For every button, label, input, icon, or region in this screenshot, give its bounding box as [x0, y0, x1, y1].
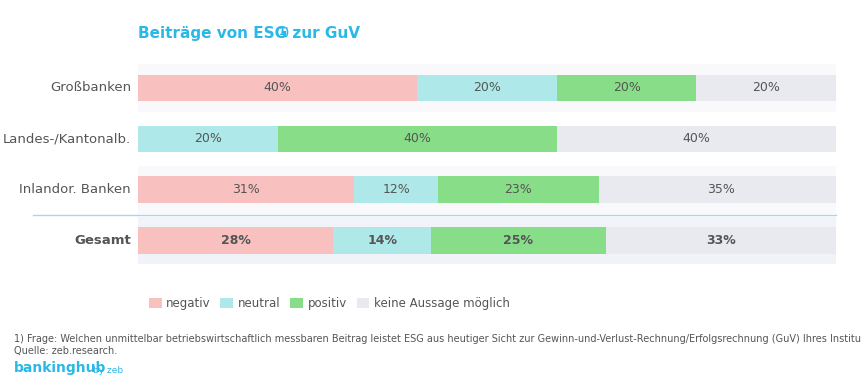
Text: 28%: 28% — [220, 234, 251, 247]
Bar — [138, 115, 835, 163]
Text: 40%: 40% — [403, 132, 430, 145]
Bar — [417, 75, 556, 101]
Bar — [556, 75, 696, 101]
Text: 23%: 23% — [504, 183, 532, 196]
Text: 1) Frage: Welchen unmittelbar betriebswirtschaftlich messbaren Beitrag leistet E: 1) Frage: Welchen unmittelbar betriebswi… — [14, 334, 861, 356]
Text: by zeb: by zeb — [93, 366, 123, 375]
Text: Gesamt: Gesamt — [74, 234, 131, 247]
Text: Landes-/Kantonalb.: Landes-/Kantonalb. — [3, 132, 131, 145]
Text: 1): 1) — [278, 27, 289, 37]
Legend: negativ, neutral, positiv, keine Aussage möglich: negativ, neutral, positiv, keine Aussage… — [144, 292, 514, 314]
Text: 20%: 20% — [473, 81, 500, 95]
Bar — [138, 217, 835, 264]
Bar — [138, 64, 835, 112]
Bar — [138, 227, 333, 254]
Bar — [437, 176, 598, 203]
Text: 33%: 33% — [705, 234, 735, 247]
Bar — [696, 75, 835, 101]
Text: 20%: 20% — [752, 81, 779, 95]
Bar — [333, 227, 430, 254]
Text: bankinghub: bankinghub — [14, 361, 106, 375]
Bar — [605, 227, 835, 254]
Text: 20%: 20% — [194, 132, 221, 145]
Bar — [138, 126, 277, 152]
Bar — [598, 176, 842, 203]
Text: Beiträge von ESG zur GuV: Beiträge von ESG zur GuV — [138, 26, 360, 41]
Text: 25%: 25% — [503, 234, 533, 247]
Bar — [138, 176, 354, 203]
Text: Großbanken: Großbanken — [50, 81, 131, 95]
Bar — [430, 227, 605, 254]
Bar — [277, 126, 556, 152]
Text: 31%: 31% — [232, 183, 260, 196]
Text: Inlandor. Banken: Inlandor. Banken — [19, 183, 131, 196]
Bar — [138, 166, 835, 213]
Text: 20%: 20% — [612, 81, 640, 95]
Bar — [138, 75, 417, 101]
Text: 14%: 14% — [367, 234, 397, 247]
Text: 40%: 40% — [682, 132, 709, 145]
Text: 12%: 12% — [382, 183, 410, 196]
Text: 40%: 40% — [263, 81, 291, 95]
Text: 35%: 35% — [706, 183, 734, 196]
Bar — [354, 176, 437, 203]
Bar — [556, 126, 835, 152]
